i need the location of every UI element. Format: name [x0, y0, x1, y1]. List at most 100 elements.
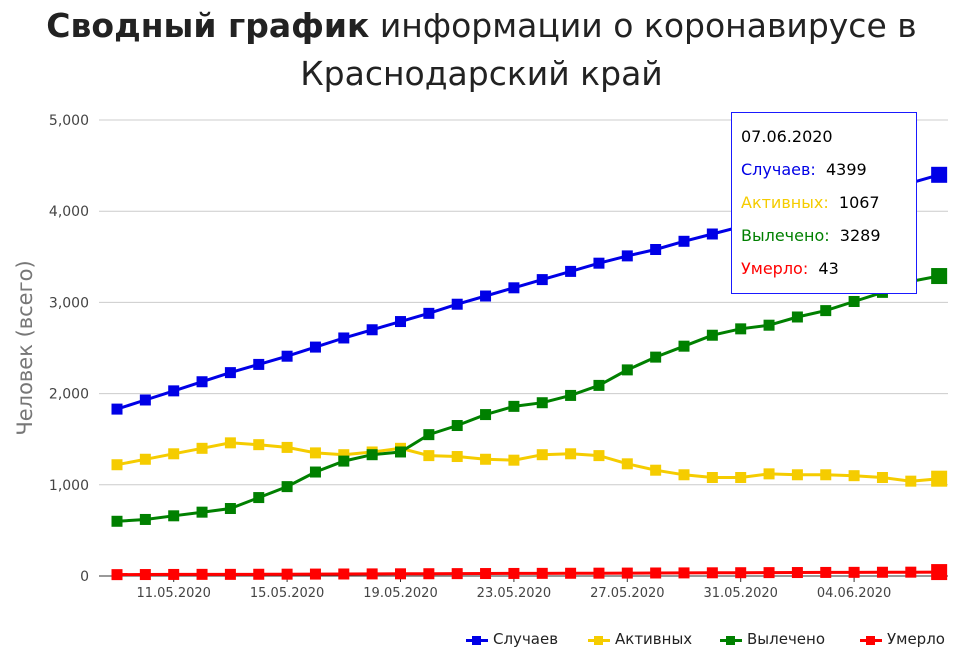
data-point-deaths [480, 568, 492, 580]
series-line-deaths [116, 570, 940, 577]
data-point-cases [706, 228, 718, 240]
series-active [111, 437, 948, 487]
legend-swatch-recovered [720, 634, 742, 646]
data-point-active [565, 448, 577, 460]
tooltip-cases-value: 4399 [825, 160, 867, 179]
data-point-deaths [111, 569, 123, 581]
data-point-recovered [735, 323, 747, 335]
data-point-cases [224, 367, 236, 379]
data-point-deaths [678, 567, 690, 579]
y-axis-title: Человек (всего) [13, 260, 37, 435]
data-point-cases [395, 316, 406, 328]
data-point-recovered [111, 515, 123, 527]
x-tick-label: 23.05.2020 [477, 586, 551, 601]
series-layer [111, 166, 948, 581]
data-point-recovered [848, 295, 860, 307]
y-tick-label: 1,000 [49, 478, 89, 494]
data-point-active [111, 459, 123, 471]
data-point-cases [253, 358, 265, 370]
data-point-cases [281, 350, 293, 362]
data-point-deaths [593, 567, 605, 579]
data-point-deaths [735, 567, 747, 579]
data-point-recovered [423, 429, 435, 441]
data-point-cases [480, 290, 492, 302]
legend-swatch-cases [466, 634, 488, 646]
data-point-recovered [224, 503, 236, 515]
tooltip-deaths-row: Умерло: 43 [741, 259, 839, 278]
data-point-active [678, 469, 690, 481]
data-point-deaths [196, 568, 208, 580]
data-point-deaths [905, 566, 917, 578]
data-point-cases [508, 282, 520, 294]
data-point-active [253, 439, 265, 451]
data-point-cases [139, 394, 151, 406]
y-tick-label: 5,000 [49, 113, 89, 129]
data-point-recovered [338, 455, 350, 467]
data-point-deaths [848, 566, 860, 578]
data-point-deaths [621, 567, 633, 579]
chart-title-bold: Сводный график [46, 6, 370, 45]
tooltip-cases-row: Случаев: 4399 [741, 160, 867, 179]
data-point-recovered [139, 513, 151, 525]
data-point-active [536, 449, 548, 461]
data-point-active [650, 464, 662, 476]
legend-item-cases[interactable]: Случаев [466, 630, 558, 652]
data-point-active [763, 468, 775, 480]
data-point-deaths [366, 568, 378, 580]
tooltip-active-row: Активных: 1067 [741, 193, 880, 212]
data-point-deaths [650, 567, 662, 579]
data-point-deaths [763, 567, 775, 579]
data-point-active [224, 437, 236, 449]
data-point-recovered [395, 446, 406, 458]
data-point-deaths [931, 564, 948, 581]
data-point-cases [168, 385, 180, 397]
legend-item-active[interactable]: Активных [588, 630, 692, 652]
data-point-active [876, 472, 888, 484]
data-point-cases [565, 265, 577, 277]
legend-swatch-deaths [860, 634, 882, 646]
data-point-active [423, 450, 435, 462]
legend-item-recovered[interactable]: Вылечено [720, 630, 825, 652]
data-point-recovered [621, 364, 633, 376]
data-point-deaths [395, 568, 406, 580]
legend-label-deaths: Умерло [887, 630, 945, 648]
tooltip-recovered-row: Вылечено: 3289 [741, 226, 881, 245]
data-point-deaths [706, 567, 718, 579]
data-point-recovered [253, 492, 265, 504]
legend-label-active: Активных [615, 630, 693, 648]
data-point-deaths [820, 566, 832, 578]
data-point-cases [678, 235, 690, 247]
data-point-deaths [451, 568, 463, 580]
y-tick-label: 4,000 [49, 204, 89, 220]
legend-item-deaths[interactable]: Умерло [860, 630, 945, 652]
data-point-deaths [876, 566, 888, 578]
data-point-active [820, 469, 832, 481]
data-point-recovered [706, 329, 718, 341]
y-tick-label: 0 [80, 569, 89, 585]
data-point-cases [196, 376, 208, 388]
data-point-cases [309, 341, 321, 353]
data-point-deaths [338, 568, 350, 580]
chart-title: Сводный график информации о коронавирусе… [0, 2, 963, 98]
x-tick-label: 19.05.2020 [363, 586, 437, 601]
hover-tooltip: 07.06.2020 Случаев: 4399 Активных: 1067 … [731, 112, 917, 294]
data-point-active [309, 447, 321, 459]
axes: 0 1,000 2,000 3,000 4,000 5,000 11.05.2020 15.0… [13, 113, 948, 601]
legend-label-cases: Случаев [493, 630, 559, 648]
series-line-active [116, 441, 940, 483]
data-point-cases [536, 274, 548, 286]
data-point-recovered [650, 351, 662, 363]
data-point-active [931, 470, 948, 487]
data-point-active [848, 470, 860, 482]
data-point-deaths [139, 569, 151, 581]
data-point-active [621, 458, 633, 470]
data-point-recovered [451, 420, 463, 432]
data-point-cases [451, 298, 463, 310]
data-point-active [508, 454, 520, 466]
data-point-recovered [366, 449, 378, 461]
legend-swatch-active [588, 634, 610, 646]
data-point-recovered [168, 510, 180, 522]
data-point-active [791, 469, 803, 481]
data-point-recovered [593, 379, 605, 391]
